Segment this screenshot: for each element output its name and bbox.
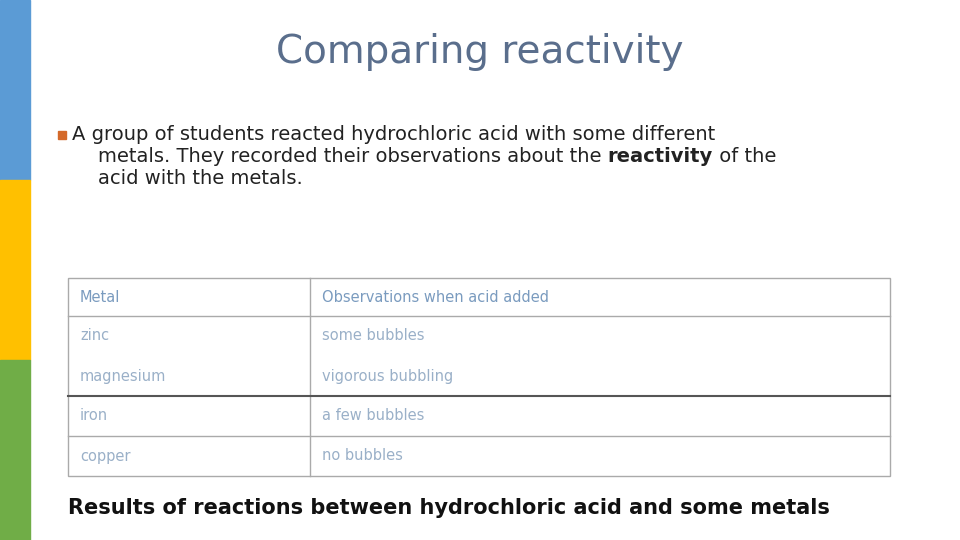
Text: vigorous bubbling: vigorous bubbling bbox=[322, 368, 453, 383]
Bar bbox=[58, 131, 66, 139]
Text: of the: of the bbox=[713, 147, 777, 166]
Text: no bubbles: no bubbles bbox=[322, 449, 403, 463]
Text: zinc: zinc bbox=[80, 328, 109, 343]
Text: acid with the metals.: acid with the metals. bbox=[98, 170, 302, 188]
Text: Comparing reactivity: Comparing reactivity bbox=[276, 33, 684, 71]
Text: some bubbles: some bubbles bbox=[322, 328, 424, 343]
Text: metals. They recorded their observations about the: metals. They recorded their observations… bbox=[98, 147, 608, 166]
Text: reactivity: reactivity bbox=[608, 147, 713, 166]
Text: Metal: Metal bbox=[80, 289, 120, 305]
Text: Observations when acid added: Observations when acid added bbox=[322, 289, 549, 305]
Bar bbox=[0, 180, 30, 360]
Text: Results of reactions between hydrochloric acid and some metals: Results of reactions between hydrochlori… bbox=[68, 498, 829, 518]
Bar bbox=[0, 0, 30, 180]
Bar bbox=[68, 278, 890, 476]
Text: magnesium: magnesium bbox=[80, 368, 166, 383]
Bar bbox=[0, 360, 30, 540]
Text: A group of students reacted hydrochloric acid with some different: A group of students reacted hydrochloric… bbox=[72, 125, 715, 145]
Text: a few bubbles: a few bubbles bbox=[322, 408, 424, 423]
Text: iron: iron bbox=[80, 408, 108, 423]
Text: copper: copper bbox=[80, 449, 131, 463]
